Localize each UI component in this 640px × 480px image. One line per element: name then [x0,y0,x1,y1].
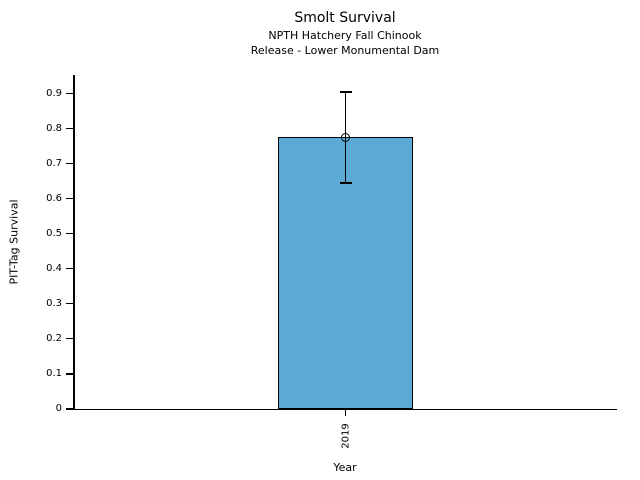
y-tick-mark [66,303,73,305]
y-tick-mark [66,198,73,200]
y-tick-label: 0.7 [46,157,62,169]
y-tick-mark [66,163,73,165]
chart-title: Smolt Survival [294,10,396,26]
y-tick-label: 0.6 [46,192,62,204]
y-tick-label: 0.5 [46,227,62,239]
chart-subtitle-line1: NPTH Hatchery Fall Chinook [268,29,422,42]
y-tick-label: 0.3 [46,297,62,309]
y-tick-mark [66,233,73,235]
data-point-marker [340,132,350,142]
y-tick-mark [66,373,73,375]
error-bar-cap-top [339,91,352,93]
x-tick-mark [344,409,347,416]
error-bar-cap-bottom [339,182,352,184]
y-tick-label: 0.8 [46,122,62,134]
y-tick-mark [66,408,73,410]
y-tick-mark [66,338,73,340]
x-tick-label: 2019 [340,423,351,449]
y-tick-label: 0.1 [46,367,62,379]
y-tick-mark [66,128,73,130]
y-tick-label: 0.9 [46,87,62,99]
chart-subtitle-line2: Release - Lower Monumental Dam [250,44,440,57]
y-tick-label: 0.4 [46,262,62,274]
y-axis-spine [73,75,75,410]
x-axis-label: Year [333,461,357,474]
y-tick-label: 0 [55,403,62,414]
y-tick-mark [66,268,73,270]
y-tick-label: 0.2 [46,332,62,344]
y-tick-mark [66,92,73,95]
